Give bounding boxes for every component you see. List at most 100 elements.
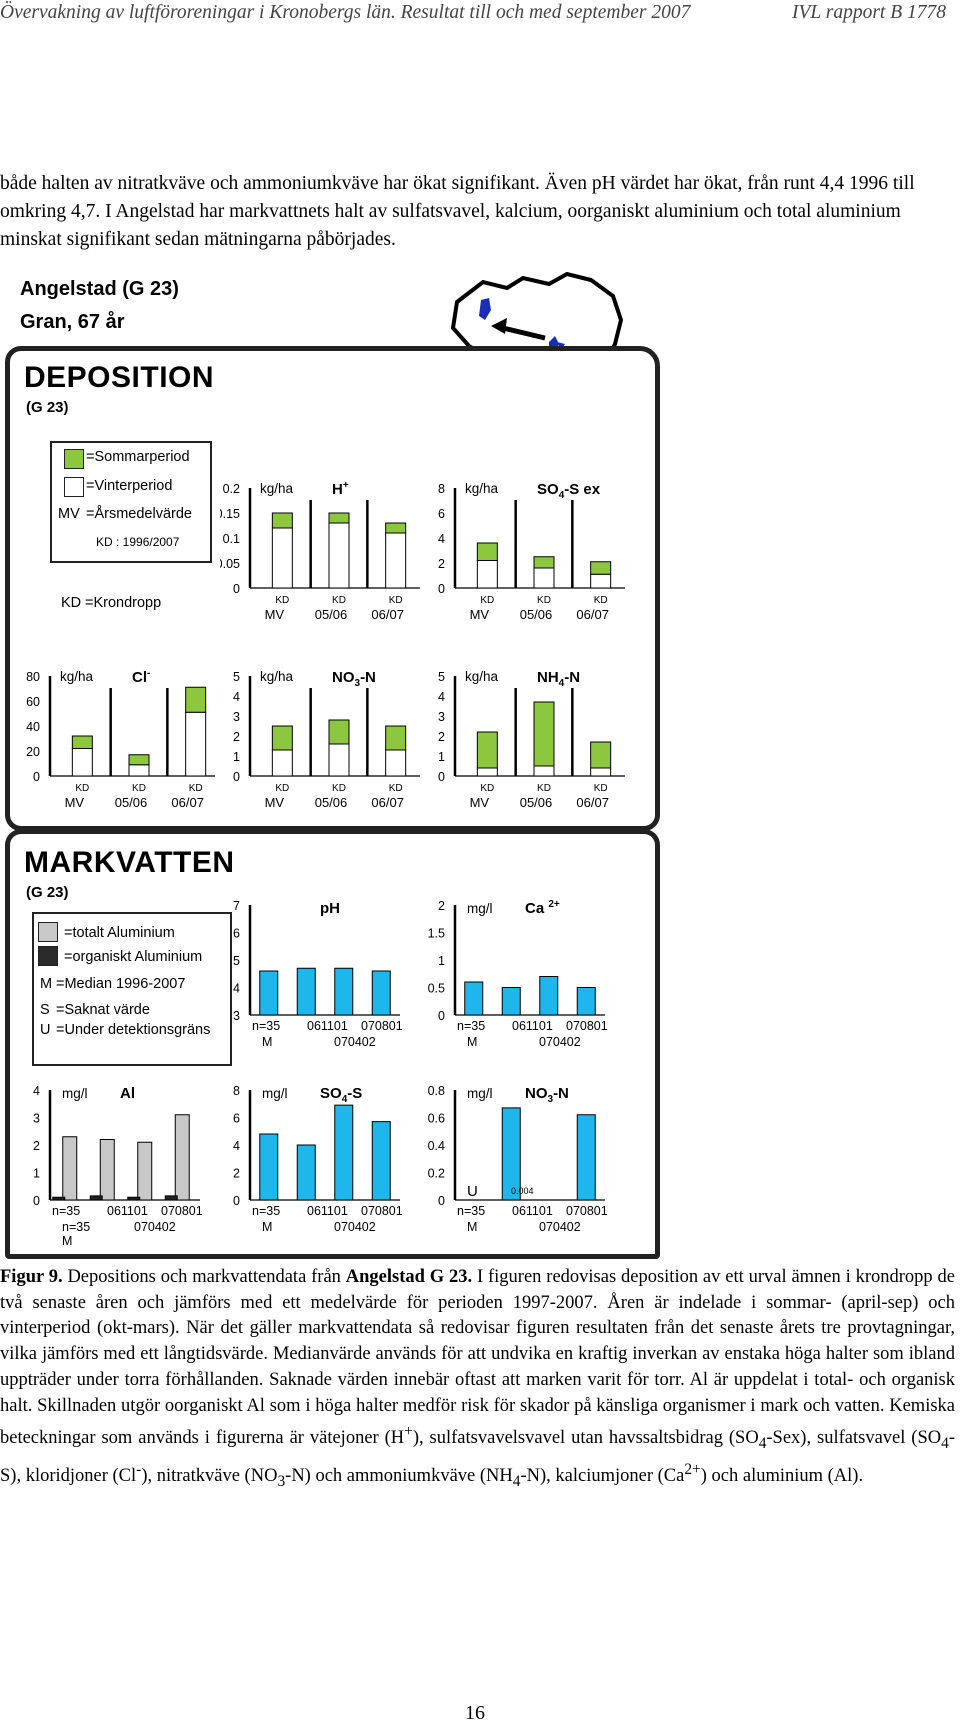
- category-label: 070801: [361, 1019, 403, 1033]
- category-label: 05/06: [315, 795, 348, 810]
- caption-sub-4b: 4: [941, 1435, 949, 1453]
- category-tag: KD: [75, 783, 89, 794]
- caption-text-g: -N) och ammoniumkväve (NH: [285, 1465, 513, 1486]
- chart-title: Ca 2+: [525, 899, 560, 917]
- category-sublabel: n=35: [62, 1220, 90, 1234]
- under-detection-key: U: [40, 1022, 51, 1038]
- bar-summer: [128, 754, 150, 766]
- markvatten-title: MARKVATTEN: [24, 846, 235, 879]
- deposition-legend: =Sommarperiod =Vinterperiod MV =Årsmedel…: [50, 441, 212, 563]
- bar-value: [296, 1144, 316, 1201]
- category-tag: KD: [594, 595, 608, 606]
- unit-label: mg/l: [467, 1086, 493, 1101]
- unit-label: mg/l: [62, 1086, 88, 1101]
- bar-winter: [271, 749, 293, 777]
- category-label: 06/07: [371, 607, 404, 622]
- mv-key: MV: [58, 506, 80, 522]
- category-tag: KD: [389, 595, 403, 606]
- y-tick-label: 3: [233, 710, 240, 724]
- y-tick-label: 0.6: [428, 1112, 445, 1126]
- caption-sub-4c: 4: [512, 1472, 521, 1490]
- caption-sub-4a: 4: [758, 1435, 767, 1453]
- under-detection-label: =Under detektionsgräns: [56, 1022, 211, 1038]
- summer-swatch: [64, 449, 84, 469]
- median-key: M: [40, 976, 53, 992]
- y-tick-label: 80: [26, 670, 40, 684]
- bar-organic-al: [164, 1195, 178, 1201]
- bar-summer: [533, 556, 555, 569]
- organic-al-swatch: [38, 946, 58, 966]
- unit-label: mg/l: [467, 901, 493, 916]
- header-title: Övervakning av luftföroreningar i Kronob…: [0, 2, 691, 23]
- summer-label: =Sommarperiod: [86, 449, 190, 465]
- bar-winter: [328, 522, 350, 589]
- category-label: 061101: [307, 1019, 348, 1033]
- caption-text-f: ), nitratkväve (NO: [141, 1465, 278, 1486]
- caption-text-c: ), sulfatsvavelsvavel utan havssaltsbidr…: [412, 1428, 759, 1449]
- unit-label: kg/ha: [260, 481, 294, 496]
- bar-total-al: [99, 1139, 115, 1201]
- category-label: n=35: [252, 1204, 280, 1218]
- bar-organic-al: [52, 1196, 66, 1201]
- bar-summer: [590, 561, 612, 575]
- y-tick-label: 0.05: [220, 557, 240, 571]
- y-tick-label: 0.5: [428, 982, 445, 996]
- bar-winter: [533, 765, 555, 777]
- category-label: 06/07: [576, 607, 609, 622]
- y-tick-label: 5: [438, 670, 445, 684]
- site-name: Angelstad (G 23): [20, 278, 179, 300]
- bar-summer: [590, 741, 612, 769]
- chart-title: SO4-S ex: [537, 481, 601, 501]
- winter-swatch: [64, 477, 84, 497]
- bar-winter: [271, 527, 293, 589]
- category-label: 06/07: [171, 795, 204, 810]
- mv-label: =Årsmedelvärde: [86, 506, 192, 522]
- bar-total-al: [137, 1141, 153, 1201]
- kd-label: =Krondropp: [85, 595, 162, 611]
- under-detection-mark: U: [467, 1183, 478, 1200]
- category-sublabel: M: [62, 1234, 72, 1248]
- bar-winter: [128, 764, 150, 777]
- y-tick-label: 0: [438, 582, 445, 596]
- bar-value: [464, 981, 484, 1016]
- category-label: MV: [265, 607, 285, 622]
- bar-value: [501, 1107, 521, 1201]
- y-tick-label: 0.8: [428, 1084, 445, 1098]
- bar-winter: [185, 711, 207, 777]
- bar-value: [334, 1104, 354, 1201]
- caption-text-e: -S), kloridjoner (Cl: [0, 1428, 955, 1486]
- category-label: 061101: [307, 1204, 348, 1218]
- bar-winter: [385, 532, 407, 589]
- category-label: MV: [470, 795, 490, 810]
- report-number: IVL rapport B 1778: [791, 2, 946, 23]
- kd-period-note: KD : 1996/2007: [96, 535, 180, 549]
- bar-summer: [476, 731, 498, 769]
- category-tag: KD: [332, 595, 346, 606]
- deposition-title: DEPOSITION: [24, 361, 215, 394]
- y-tick-label: 6: [233, 927, 240, 941]
- chart-ph: 3 4 5 6 7 pH n=35 061101 070801 070402 M: [233, 899, 403, 1049]
- y-tick-label: 0: [33, 770, 40, 784]
- y-tick-label: 4: [233, 1139, 240, 1153]
- winter-label: =Vinterperiod: [86, 478, 173, 494]
- category-label: n=35: [457, 1204, 485, 1218]
- category-label: 070402: [134, 1220, 176, 1234]
- y-tick-label: 6: [233, 1112, 240, 1126]
- category-label: 061101: [512, 1019, 553, 1033]
- y-tick-label: 40: [26, 720, 40, 734]
- category-label: MV: [65, 795, 85, 810]
- bar-winter: [385, 749, 407, 777]
- bar-value: [371, 970, 391, 1016]
- chart-title: NO3-N: [332, 669, 376, 689]
- bar-winter: [590, 573, 612, 589]
- markvatten-subtitle: (G 23): [26, 884, 69, 901]
- y-tick-label: 0: [33, 1194, 40, 1208]
- category-label: 061101: [512, 1204, 553, 1218]
- bar-value: [259, 970, 279, 1016]
- category-tag: KD: [389, 783, 403, 794]
- y-tick-label: 3: [438, 710, 445, 724]
- y-tick-label: 2: [438, 730, 445, 744]
- bar-total-al: [174, 1114, 190, 1201]
